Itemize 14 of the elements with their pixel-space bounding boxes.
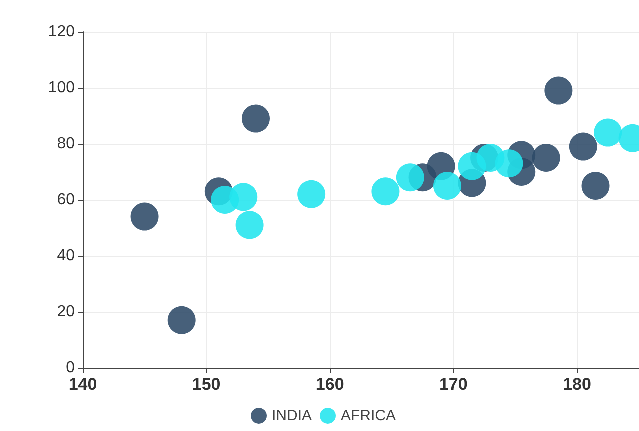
x-tick-label: 180 bbox=[563, 375, 592, 394]
y-tick-label: 20 bbox=[57, 304, 76, 320]
y-tick-label: 0 bbox=[66, 360, 76, 376]
legend-label: INDIA bbox=[272, 408, 312, 424]
x-tick-label: 150 bbox=[192, 375, 221, 394]
x-tick-label: 140 bbox=[68, 375, 98, 394]
legend-label: AFRICA bbox=[341, 408, 396, 424]
y-tick-label: 60 bbox=[57, 192, 76, 208]
y-tick-label: 120 bbox=[48, 24, 76, 40]
x-tick-label: 160 bbox=[316, 375, 344, 394]
x-tick-label: 170 bbox=[439, 375, 468, 394]
y-tick-label: 100 bbox=[48, 80, 76, 96]
y-tick-label: 80 bbox=[57, 136, 76, 152]
y-tick-label: 40 bbox=[57, 248, 76, 264]
